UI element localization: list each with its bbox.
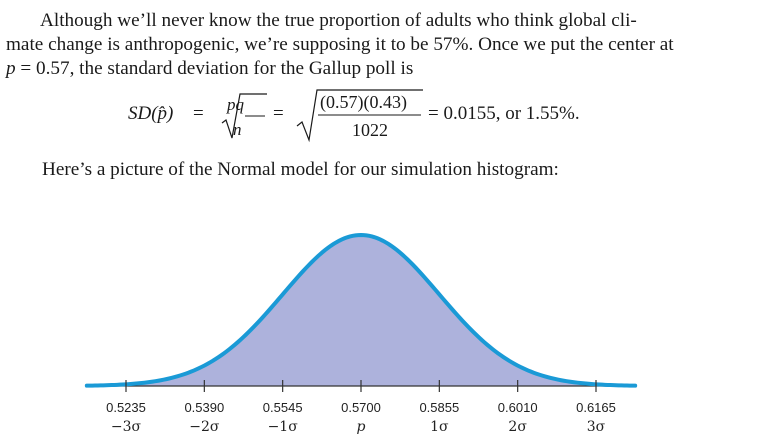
formula-result: = 0.0155, or 1.55%.: [428, 103, 580, 124]
sigma-label: p: [357, 419, 366, 435]
formula-equals-1: =: [193, 103, 204, 124]
tick-label: 0.5545: [263, 400, 303, 415]
sqrt-symbol-1: [221, 93, 267, 139]
sqrt-denominator: n: [233, 120, 242, 139]
sqrt-numerator: pq: [227, 95, 244, 114]
fraction-denominator: 1022: [352, 120, 388, 140]
normal-curve-line: [84, 232, 638, 388]
sigma-label: −3σ: [111, 419, 142, 435]
sigma-label: 1σ: [430, 419, 449, 435]
tick-label: 0.5855: [419, 400, 459, 415]
normal-model-intro: Here’s a picture of the Normal model for…: [42, 159, 559, 180]
normal-model-chart: 0.5235 −3σ 0.5390 −2σ 0.5545 −1σ 0.5700 p 0.5855…: [84, 232, 638, 435]
paragraph-line-2: mate change is anthropogenic, we’re supp…: [6, 34, 674, 55]
sd-formula: SD(p̂) = pq n = (0.57)(0.43) 1022 = 0.01…: [0, 88, 762, 148]
paragraph-line-1: Although we’ll never know the true propo…: [40, 10, 637, 31]
fraction-numerator: (0.57)(0.43): [320, 92, 407, 112]
tick-label: 0.5390: [184, 400, 224, 415]
tick-label: 0.6010: [498, 400, 538, 415]
explanation-paragraph: Although we’ll never know the true propo…: [6, 9, 758, 81]
tick-label: 0.5235: [106, 400, 146, 415]
sigma-label: 3σ: [587, 419, 606, 435]
axis-ticks: 0.5235 −3σ 0.5390 −2σ 0.5545 −1σ 0.5700 p 0.5855…: [106, 380, 616, 435]
sigma-label: −2σ: [189, 419, 220, 435]
formula-equals-2: =: [273, 103, 284, 124]
sigma-label: −1σ: [268, 419, 299, 435]
sqrt-symbol-2: [296, 89, 423, 143]
curve-area-fill: [126, 235, 596, 386]
sigma-label: 2σ: [508, 419, 527, 435]
tick-label: 0.6165: [576, 400, 616, 415]
paragraph-line-3: p = 0.57, the standard deviation for the…: [6, 58, 414, 79]
formula-lhs: SD(p̂): [128, 103, 174, 124]
tick-label: 0.5700: [341, 400, 381, 415]
